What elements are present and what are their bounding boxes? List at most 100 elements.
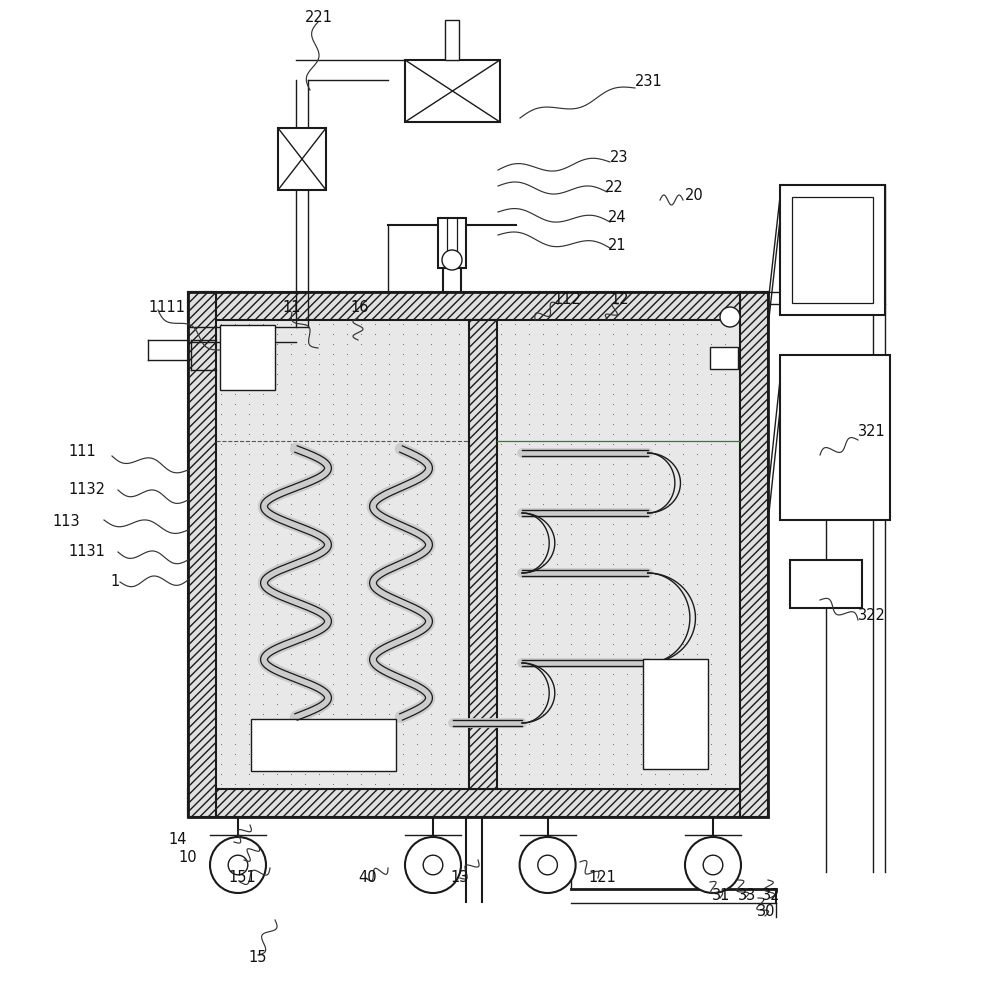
Point	[381, 546, 397, 562]
Point	[591, 436, 607, 452]
Point	[283, 366, 299, 382]
Point	[269, 416, 285, 432]
Point	[563, 766, 579, 782]
Point	[619, 626, 635, 642]
Text: 40: 40	[358, 870, 377, 886]
Point	[381, 496, 397, 512]
Point	[605, 656, 621, 672]
Point	[479, 656, 495, 672]
Point	[549, 676, 564, 692]
Point	[255, 656, 271, 672]
Point	[563, 516, 579, 532]
Point	[577, 656, 593, 672]
Text: 111: 111	[68, 444, 96, 460]
Point	[311, 536, 327, 552]
Point	[255, 446, 271, 462]
Point	[339, 526, 355, 542]
Point	[409, 666, 425, 682]
Point	[255, 566, 271, 582]
Point	[731, 526, 747, 542]
Point	[395, 446, 411, 462]
Point	[437, 696, 453, 712]
Point	[325, 556, 341, 572]
Point	[381, 686, 397, 702]
Point	[535, 626, 551, 642]
Point	[423, 556, 438, 572]
Point	[591, 616, 607, 632]
Point	[577, 426, 593, 442]
Point	[437, 576, 453, 592]
Point	[241, 696, 257, 712]
Point	[661, 456, 677, 472]
Circle shape	[720, 307, 740, 327]
Point	[676, 636, 691, 652]
Point	[479, 646, 495, 662]
Point	[689, 426, 705, 442]
Point	[633, 606, 649, 622]
Point	[395, 386, 411, 402]
Point	[381, 586, 397, 602]
Point	[381, 396, 397, 412]
Point	[703, 406, 719, 422]
Text: 1131: 1131	[68, 544, 105, 560]
Point	[549, 396, 564, 412]
Point	[339, 746, 355, 762]
Point	[591, 476, 607, 492]
Point	[493, 746, 509, 762]
Point	[269, 626, 285, 642]
Point	[493, 456, 509, 472]
Point	[591, 596, 607, 612]
Point	[213, 676, 229, 692]
Point	[563, 716, 579, 732]
Point	[451, 566, 467, 582]
Point	[689, 406, 705, 422]
Point	[633, 456, 649, 472]
Point	[507, 496, 523, 512]
Text: 33: 33	[738, 888, 756, 902]
Point	[339, 396, 355, 412]
Point	[717, 706, 733, 722]
Point	[591, 536, 607, 552]
Point	[731, 516, 747, 532]
Point	[535, 616, 551, 632]
Point	[676, 476, 691, 492]
Point	[451, 486, 467, 502]
Point	[535, 436, 551, 452]
Point	[269, 336, 285, 352]
Point	[591, 746, 607, 762]
Point	[605, 576, 621, 592]
Point	[339, 776, 355, 792]
Point	[605, 386, 621, 402]
Point	[465, 416, 481, 432]
Point	[465, 366, 481, 382]
Point	[297, 356, 312, 372]
Point	[605, 636, 621, 652]
Point	[661, 766, 677, 782]
Point	[339, 336, 355, 352]
Point	[227, 516, 243, 532]
Point	[605, 726, 621, 742]
Point	[465, 466, 481, 482]
Point	[479, 376, 495, 392]
Point	[423, 356, 438, 372]
Point	[535, 406, 551, 422]
Point	[605, 696, 621, 712]
Point	[703, 526, 719, 542]
Point	[423, 326, 438, 342]
Point	[731, 646, 747, 662]
Point	[563, 706, 579, 722]
Point	[297, 736, 312, 752]
Point	[297, 526, 312, 542]
Point	[395, 686, 411, 702]
Point	[507, 576, 523, 592]
Point	[241, 476, 257, 492]
Point	[213, 666, 229, 682]
Point	[465, 756, 481, 772]
Point	[619, 766, 635, 782]
Point	[676, 336, 691, 352]
Point	[381, 726, 397, 742]
Point	[227, 636, 243, 652]
Point	[493, 356, 509, 372]
Point	[311, 716, 327, 732]
Point	[605, 436, 621, 452]
